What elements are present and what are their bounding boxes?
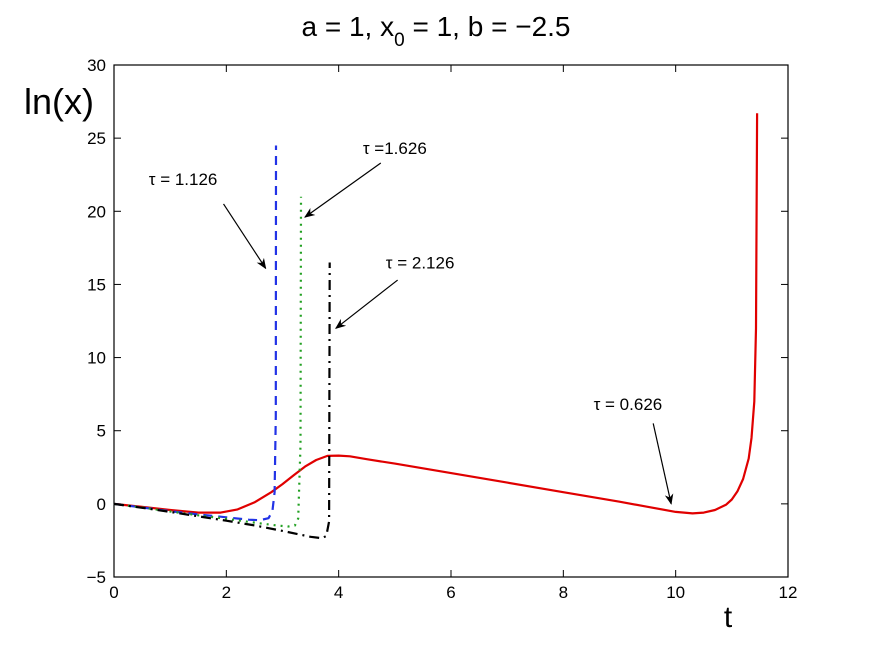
series-line-2: [113, 145, 278, 522]
x-axis-label: t: [724, 601, 733, 634]
annotation-arrow-1: [223, 203, 267, 270]
x-tick-label: 0: [109, 583, 118, 602]
annotation-arrow-3: [335, 279, 399, 329]
y-tick-label: 15: [87, 275, 106, 294]
chart-title: a = 1, x0 = 1, b = −2.5: [301, 11, 570, 51]
x-tick-label: 4: [334, 583, 343, 602]
annotation-arrow-2: [304, 162, 382, 218]
annotation-label-4: τ = 0.626: [594, 395, 663, 414]
x-tick-label: 12: [779, 583, 798, 602]
y-tick-label: 0: [97, 495, 106, 514]
y-tick-label: 5: [97, 422, 106, 441]
annotation-label-1: τ = 1.126: [149, 170, 218, 189]
x-tick-label: 8: [559, 583, 568, 602]
x-tick-label: 6: [446, 583, 455, 602]
series-line-1: [113, 113, 759, 515]
y-tick-label: 20: [87, 202, 106, 221]
y-tick-label: −5: [87, 568, 106, 587]
y-axis-label: ln(x): [24, 81, 94, 122]
y-tick-label: 30: [87, 56, 106, 75]
annotation-arrow-4: [652, 423, 674, 505]
x-tick-label: 2: [222, 583, 231, 602]
annotation-label-3: τ = 2.126: [386, 253, 455, 272]
y-tick-label: 25: [87, 129, 106, 148]
series-line-4: [113, 262, 331, 540]
x-tick-label: 10: [666, 583, 685, 602]
plot-frame: [113, 64, 789, 578]
annotation-label-2: τ =1.626: [363, 139, 427, 158]
y-tick-label: 10: [87, 349, 106, 368]
series-line-3: [113, 196, 303, 528]
